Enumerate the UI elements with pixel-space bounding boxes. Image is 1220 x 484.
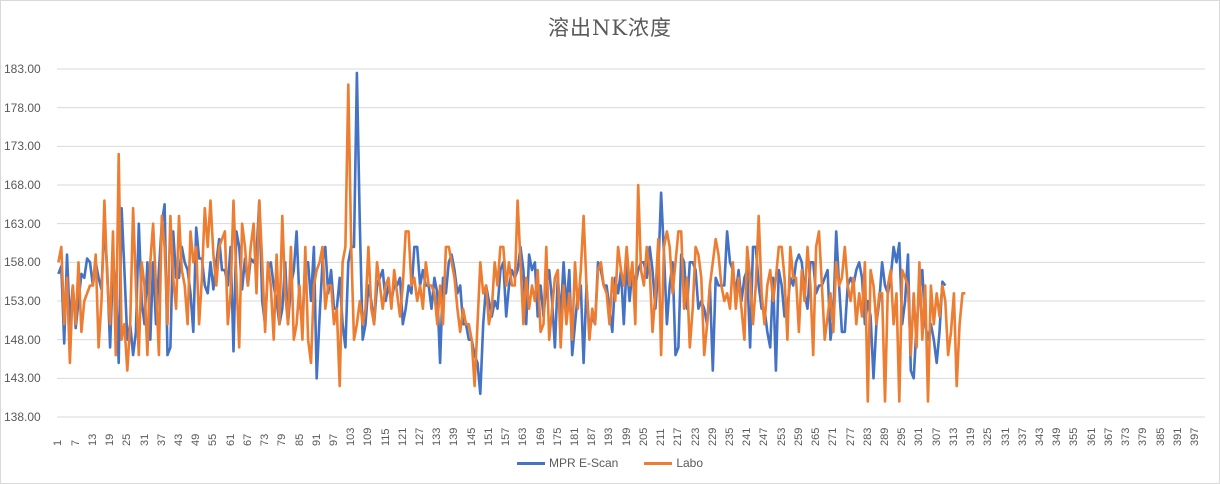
series-lines (57, 71, 966, 403)
legend-label-labo: Labo (676, 456, 704, 470)
series-line-labo (57, 83, 966, 403)
y-tick-label: 173.00 (4, 139, 41, 154)
legend-label-mpr-e-scan: MPR E-Scan (548, 456, 619, 470)
y-tick-label: 163.00 (4, 216, 41, 231)
y-tick-label: 143.00 (4, 371, 41, 386)
series-line-mpr-e-scan (57, 71, 947, 396)
legend-item-labo[interactable]: Labo (644, 456, 703, 470)
chart-title: 溶出NK浓度 (547, 16, 673, 40)
legend-swatch-mpr-e-scan (516, 461, 545, 465)
gridlines (57, 68, 1205, 418)
legend-swatch-labo (644, 461, 673, 465)
legend-item-mpr-e-scan[interactable]: MPR E-Scan (516, 456, 619, 470)
y-tick-label: 158.00 (4, 255, 41, 270)
y-tick-label: 183.00 (4, 62, 41, 76)
y-tick-label: 178.00 (4, 100, 41, 115)
y-tick-label: 148.00 (4, 332, 41, 347)
legend: MPR E-Scan Labo (0, 456, 1220, 470)
y-tick-label: 168.00 (4, 178, 41, 192)
y-tick-label: 138.00 (4, 410, 41, 424)
y-tick-label: 153.00 (4, 294, 41, 308)
